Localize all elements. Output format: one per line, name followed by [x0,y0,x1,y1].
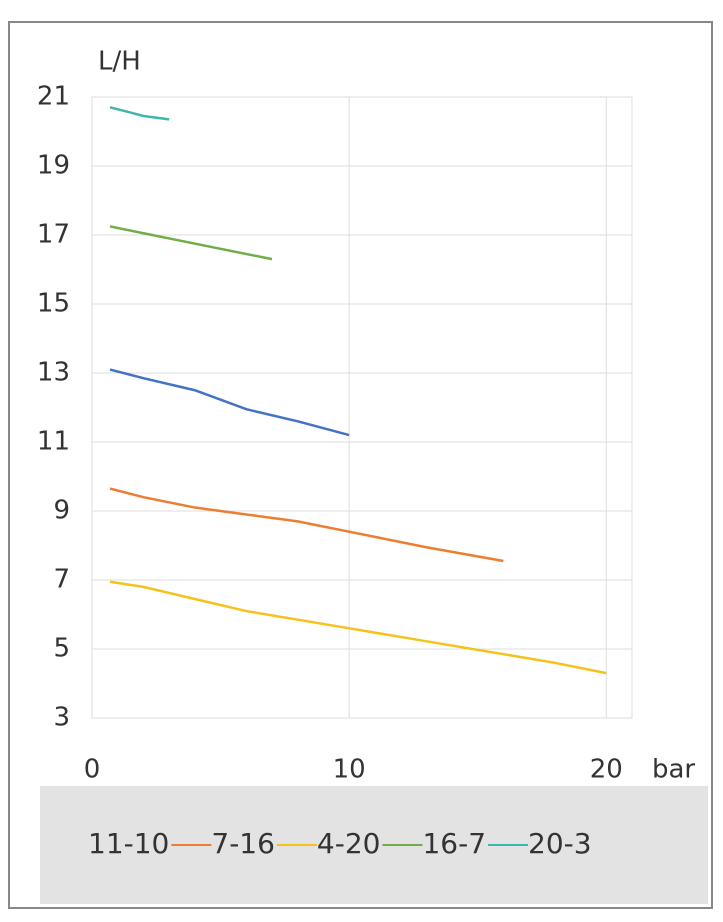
legend-label: 16-7 [422,827,486,860]
y-axis-label: L/H [98,47,141,77]
data-line [109,580,607,675]
data-line [109,368,350,437]
y-tick-label: 5 [53,634,70,664]
y-tick-label: 7 [53,565,70,595]
legend-label: 20-3 [528,827,592,860]
y-tick-label: 13 [37,358,70,388]
x-tick-label: 20 [590,755,623,785]
y-tick-label: 21 [37,82,70,112]
data-line [109,106,170,121]
frame [8,21,713,909]
y-tick-label: 11 [37,427,70,457]
x-tick-label: 10 [333,755,366,785]
data-line [109,487,504,563]
legend-label: 7-16 [211,827,275,860]
y-tick-label: 9 [53,496,70,526]
y-tick-label: 15 [37,289,70,319]
x-tick-label: 0 [84,755,101,785]
y-tick-label: 3 [53,703,70,733]
y-tick-label: 17 [37,220,70,250]
legend-label: 11-10 [88,827,169,860]
x-axis-label: bar [652,755,695,785]
y-tick-label: 19 [37,151,70,181]
legend-box [40,786,708,904]
data-line [109,225,273,261]
legend-label: 4-20 [317,827,381,860]
